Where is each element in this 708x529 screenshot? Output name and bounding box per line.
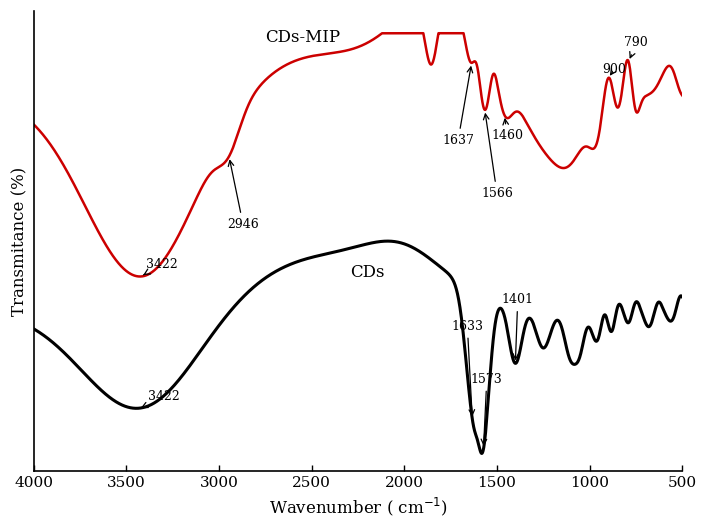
Text: 1633: 1633 — [451, 320, 484, 415]
Text: CDs-MIP: CDs-MIP — [265, 29, 340, 46]
Text: 1573: 1573 — [471, 372, 503, 445]
Text: 3422: 3422 — [144, 258, 178, 275]
Text: 1401: 1401 — [502, 293, 534, 359]
Text: 3422: 3422 — [142, 390, 181, 407]
Text: 1637: 1637 — [442, 67, 474, 147]
Text: 1566: 1566 — [481, 114, 513, 200]
Text: 900: 900 — [603, 63, 626, 76]
Y-axis label: Transmitance (%): Transmitance (%) — [11, 167, 28, 316]
X-axis label: Wavenumber ( cm$^{-1}$): Wavenumber ( cm$^{-1}$) — [268, 496, 447, 518]
Text: CDs: CDs — [350, 263, 384, 280]
Text: 2946: 2946 — [227, 160, 259, 231]
Text: 1460: 1460 — [491, 119, 523, 142]
Text: 790: 790 — [624, 37, 649, 58]
